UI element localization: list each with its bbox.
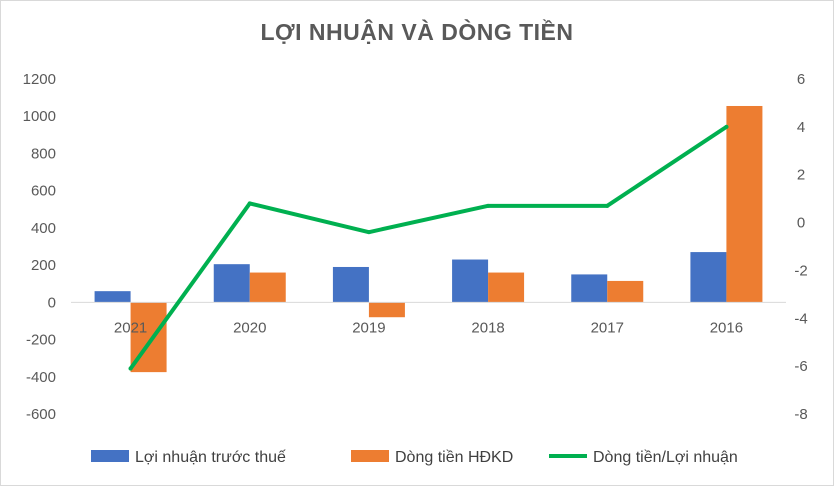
- bars-group: [94, 105, 763, 373]
- right-tick-label: 0: [797, 215, 805, 232]
- left-tick-label: -600: [26, 406, 56, 423]
- left-axis-ticks: 1200 1000 800 600 400 200 0 -200 -400 -600: [23, 71, 56, 423]
- bar-profit-2018: [452, 259, 489, 303]
- right-tick-label: -2: [794, 262, 807, 279]
- legend-label: Dòng tiền/Lợi nhuận: [593, 449, 738, 466]
- category-label: 2021: [114, 319, 147, 336]
- bar-cashflow-2020: [249, 272, 286, 303]
- left-tick-label: 1000: [23, 108, 56, 125]
- ratio-point-2017: [605, 203, 610, 208]
- left-tick-label: 1200: [23, 71, 56, 88]
- ratio-point-2016: [724, 124, 729, 129]
- right-tick-label: -6: [794, 358, 807, 375]
- ratio-point-2018: [486, 203, 491, 208]
- ratio-line-group: [128, 124, 729, 371]
- bar-cashflow-2018: [488, 272, 525, 303]
- bar-profit-2016: [690, 252, 727, 303]
- legend: Lợi nhuận trước thuế Dòng tiền HĐKD Dòng t…: [91, 449, 738, 466]
- right-tick-label: 4: [797, 119, 805, 136]
- right-tick-label: 6: [797, 71, 805, 88]
- left-tick-label: 0: [48, 294, 56, 311]
- ratio-line: [128, 124, 729, 371]
- ratio-point-2020: [247, 201, 252, 206]
- ratio-point-2019: [366, 230, 371, 235]
- bar-profit-2017: [571, 274, 608, 303]
- left-tick-label: 400: [31, 220, 56, 237]
- right-axis-ticks: 6 4 2 0 -2 -4 -6 -8: [794, 71, 807, 423]
- right-tick-label: 2: [797, 167, 805, 184]
- left-tick-label: 200: [31, 257, 56, 274]
- category-label: 2017: [591, 319, 624, 336]
- category-labels: 2021 2020 2019 2018 2017 2016: [114, 319, 743, 336]
- bar-cashflow-2019: [368, 302, 405, 318]
- legend-label: Dòng tiền HĐKD: [395, 449, 513, 466]
- category-label: 2019: [352, 319, 385, 336]
- bar-profit-2019: [332, 266, 369, 303]
- left-tick-label: 800: [31, 145, 56, 162]
- legend-swatch: [91, 450, 129, 462]
- category-label: 2018: [471, 319, 504, 336]
- bar-profit-2020: [213, 264, 250, 303]
- chart-title: LỢI NHUẬN VÀ DÒNG TIỀN: [260, 19, 574, 45]
- bar-profit-2021: [94, 291, 131, 303]
- ratio-point-2021: [128, 366, 133, 371]
- right-tick-label: -8: [794, 406, 807, 423]
- left-tick-label: -200: [26, 332, 56, 349]
- bar-cashflow-2016: [726, 105, 763, 303]
- right-tick-label: -4: [794, 310, 807, 327]
- left-tick-label: 600: [31, 183, 56, 200]
- legend-label: Lợi nhuận trước thuế: [135, 449, 286, 466]
- legend-swatch: [351, 450, 389, 462]
- bar-cashflow-2017: [607, 280, 644, 303]
- category-label: 2016: [710, 319, 743, 336]
- category-label: 2020: [233, 319, 266, 336]
- left-tick-label: -400: [26, 369, 56, 386]
